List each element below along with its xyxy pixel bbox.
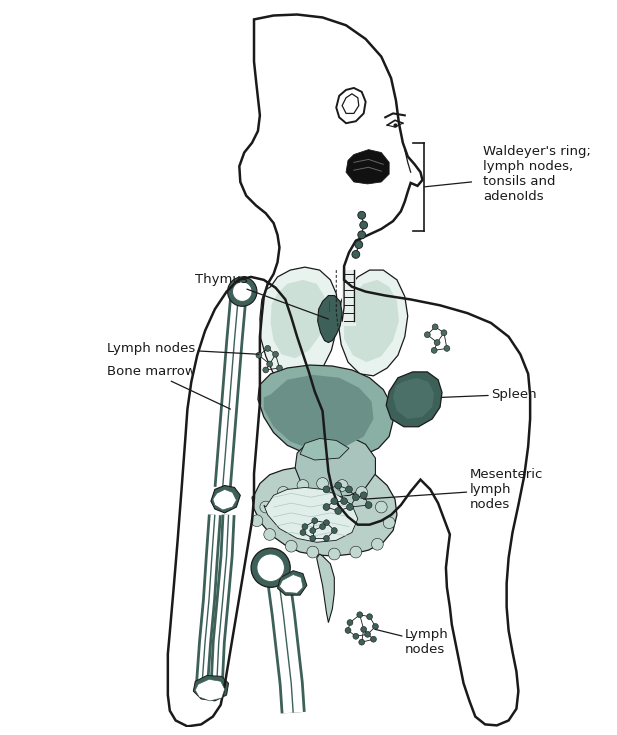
Circle shape: [278, 487, 289, 498]
Circle shape: [336, 480, 348, 492]
Circle shape: [352, 494, 359, 501]
Circle shape: [358, 231, 366, 239]
Polygon shape: [393, 378, 434, 419]
Circle shape: [341, 498, 347, 505]
Polygon shape: [278, 570, 307, 595]
Circle shape: [302, 523, 308, 529]
Circle shape: [310, 528, 316, 534]
Circle shape: [371, 538, 383, 550]
Circle shape: [317, 478, 328, 490]
Circle shape: [444, 345, 450, 351]
Circle shape: [331, 528, 337, 534]
Polygon shape: [338, 270, 408, 376]
Circle shape: [265, 345, 271, 351]
Polygon shape: [264, 375, 373, 451]
Polygon shape: [258, 365, 393, 460]
Text: Thymus: Thymus: [195, 273, 328, 319]
Circle shape: [300, 529, 306, 535]
Circle shape: [251, 514, 263, 526]
Circle shape: [264, 528, 276, 540]
Text: Lymph
nodes: Lymph nodes: [375, 628, 449, 656]
Text: Spleen: Spleen: [442, 388, 537, 401]
Circle shape: [353, 634, 358, 639]
Circle shape: [350, 546, 362, 558]
Polygon shape: [211, 486, 240, 513]
Polygon shape: [300, 439, 349, 460]
Circle shape: [328, 548, 340, 560]
Polygon shape: [342, 270, 356, 326]
Polygon shape: [252, 465, 397, 556]
Circle shape: [356, 487, 368, 498]
Circle shape: [331, 498, 337, 505]
Circle shape: [424, 331, 430, 337]
Circle shape: [347, 503, 354, 510]
Circle shape: [433, 324, 438, 330]
Circle shape: [320, 523, 326, 529]
Circle shape: [263, 367, 268, 373]
Circle shape: [371, 637, 376, 642]
Circle shape: [323, 503, 330, 510]
Circle shape: [285, 540, 297, 552]
Polygon shape: [213, 490, 236, 510]
Text: Lymph nodes: Lymph nodes: [107, 342, 259, 355]
Polygon shape: [193, 675, 228, 701]
Polygon shape: [318, 295, 342, 343]
Circle shape: [360, 492, 367, 499]
Circle shape: [256, 352, 262, 358]
Circle shape: [297, 480, 309, 492]
Circle shape: [355, 240, 363, 248]
Circle shape: [357, 612, 363, 617]
Circle shape: [352, 251, 360, 258]
Circle shape: [431, 348, 437, 354]
Circle shape: [267, 361, 273, 367]
Circle shape: [375, 501, 387, 513]
Circle shape: [347, 620, 353, 625]
Polygon shape: [344, 280, 399, 362]
Circle shape: [323, 486, 330, 493]
Circle shape: [273, 351, 278, 357]
Circle shape: [441, 330, 447, 336]
Circle shape: [257, 554, 284, 581]
Circle shape: [251, 548, 290, 587]
Circle shape: [358, 639, 365, 645]
Polygon shape: [264, 487, 358, 542]
Circle shape: [366, 614, 373, 620]
Circle shape: [365, 502, 372, 509]
Circle shape: [373, 623, 378, 629]
Text: Bone marrow: Bone marrow: [107, 365, 231, 409]
Circle shape: [358, 212, 366, 219]
Polygon shape: [271, 280, 325, 358]
Polygon shape: [195, 679, 225, 701]
Circle shape: [346, 486, 352, 493]
Circle shape: [307, 546, 318, 558]
Circle shape: [276, 365, 283, 371]
Circle shape: [260, 501, 271, 513]
Circle shape: [312, 517, 318, 523]
Circle shape: [310, 535, 316, 541]
Polygon shape: [346, 150, 389, 184]
Circle shape: [383, 517, 395, 528]
Circle shape: [434, 340, 440, 345]
Circle shape: [335, 482, 342, 489]
Text: Waldeyer's ring;
lymph nodes,
tonsils and
adenoIds: Waldeyer's ring; lymph nodes, tonsils an…: [483, 145, 591, 203]
Circle shape: [360, 221, 368, 229]
Circle shape: [323, 520, 329, 526]
Polygon shape: [295, 437, 375, 498]
Circle shape: [361, 626, 366, 632]
Circle shape: [233, 282, 252, 301]
Polygon shape: [260, 267, 338, 384]
Polygon shape: [280, 575, 303, 593]
Circle shape: [365, 631, 371, 637]
Circle shape: [323, 535, 329, 541]
Circle shape: [228, 277, 257, 306]
Text: Mesenteric
lymph
nodes: Mesenteric lymph nodes: [363, 468, 543, 511]
Circle shape: [345, 628, 351, 634]
Polygon shape: [317, 554, 334, 623]
Circle shape: [335, 508, 342, 514]
Polygon shape: [386, 372, 442, 427]
